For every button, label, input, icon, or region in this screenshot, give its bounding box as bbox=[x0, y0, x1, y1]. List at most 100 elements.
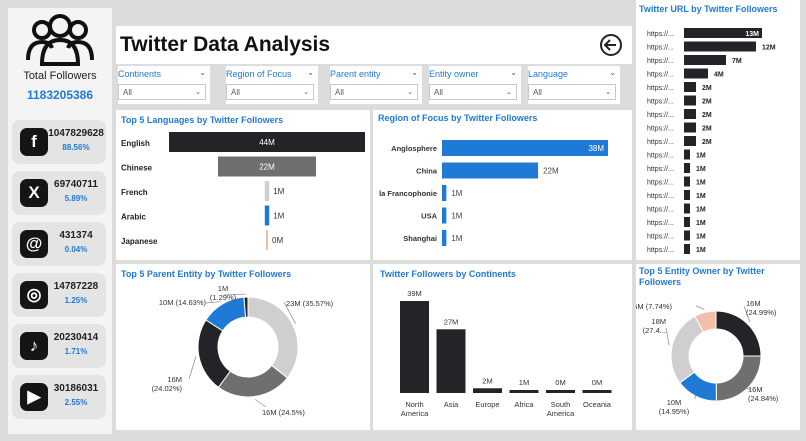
url-bar[interactable] bbox=[684, 41, 756, 52]
language-bar[interactable] bbox=[266, 230, 268, 250]
url-value-label: 4M bbox=[714, 72, 724, 79]
url-label: https://... bbox=[647, 72, 674, 79]
parent-entity-donut-chart: 23M (35.57%) 16M (24.5%) 16M (24.02%) 10M (1… bbox=[152, 284, 334, 417]
url-bar[interactable] bbox=[684, 136, 696, 146]
filter-label: Language bbox=[528, 69, 569, 79]
chevron-down-icon[interactable]: ⌄ bbox=[411, 68, 418, 77]
url-value-label: 2M bbox=[702, 139, 712, 146]
platform-followers-value: 30186031 bbox=[53, 383, 99, 394]
continent-value-label: 1M bbox=[519, 378, 529, 387]
url-value-label: 1M bbox=[696, 220, 706, 227]
url-bar[interactable] bbox=[684, 244, 690, 254]
platform-followers-value: 69740711 bbox=[54, 179, 98, 190]
url-bar[interactable] bbox=[684, 55, 726, 65]
language-value-label: 44M bbox=[259, 138, 275, 147]
filter-value: All bbox=[231, 88, 240, 97]
url-bar[interactable] bbox=[684, 163, 690, 173]
language-value-label: 22M bbox=[259, 163, 275, 172]
language-label: Japanese bbox=[121, 237, 158, 246]
donut-leader-line bbox=[745, 387, 751, 391]
region-bar[interactable] bbox=[442, 230, 447, 246]
url-bar[interactable] bbox=[684, 109, 696, 119]
continent-label: Oceania bbox=[583, 400, 612, 409]
filter-dropdown[interactable]: All ⌄ bbox=[226, 84, 314, 100]
language-bar[interactable] bbox=[169, 132, 365, 152]
languages-bar-chart: English 44M Chinese 22M French 1M Arabic 1M Japa… bbox=[121, 132, 365, 250]
url-label: https://... bbox=[647, 220, 674, 227]
filter-dropdown[interactable]: All ⌄ bbox=[330, 84, 418, 100]
region-bar[interactable] bbox=[442, 207, 447, 224]
url-bar[interactable] bbox=[684, 95, 696, 106]
owner-chart-title: Top 5 Entity Owner by Twitter Followers bbox=[639, 266, 765, 287]
donut-slice[interactable] bbox=[715, 310, 762, 357]
continent-bar[interactable] bbox=[400, 301, 429, 393]
region-value-label: 1M bbox=[451, 212, 462, 221]
url-bar[interactable] bbox=[684, 203, 690, 214]
url-value-label: 2M bbox=[702, 99, 712, 106]
donut-value-label: 10M (14.63%) bbox=[159, 298, 207, 307]
region-bar[interactable] bbox=[442, 140, 608, 156]
url-value-label: 1M bbox=[696, 193, 706, 200]
url-bar[interactable] bbox=[684, 82, 696, 92]
filter-dropdown[interactable]: All ⌄ bbox=[118, 84, 206, 100]
filter-dropdown[interactable]: All ⌄ bbox=[528, 84, 616, 100]
url-bar[interactable] bbox=[684, 176, 690, 187]
threads-icon: @ bbox=[20, 230, 48, 258]
url-value-label: 13M bbox=[745, 31, 759, 38]
url-label: https://... bbox=[647, 153, 674, 160]
donut-leader-line bbox=[694, 394, 697, 400]
donut-slice[interactable] bbox=[243, 296, 249, 318]
filter-slicer-parent-entity[interactable]: Parent entity ⌄ All ⌄ bbox=[330, 66, 422, 104]
donut-leader-line bbox=[695, 305, 705, 310]
chevron-down-icon[interactable]: ⌄ bbox=[199, 68, 206, 77]
donut-slice[interactable] bbox=[670, 315, 705, 384]
youtube-icon: ▶ bbox=[20, 383, 48, 411]
region-value-label: 38M bbox=[588, 144, 604, 153]
platform-followers-percent: 1.71% bbox=[64, 347, 88, 356]
continent-bar[interactable] bbox=[473, 388, 502, 393]
continent-bar[interactable] bbox=[582, 390, 612, 393]
url-bar[interactable] bbox=[684, 217, 690, 227]
chevron-down-icon[interactable]: ⌄ bbox=[307, 68, 314, 77]
filter-value: All bbox=[123, 88, 132, 97]
url-bar[interactable] bbox=[684, 149, 690, 160]
chevron-down-icon[interactable]: ⌄ bbox=[609, 68, 616, 77]
back-arrow-icon[interactable] bbox=[599, 33, 623, 57]
donut-leader-line bbox=[223, 293, 246, 296]
continent-bar[interactable] bbox=[436, 329, 466, 393]
filter-slicer-continents[interactable]: Continents ⌄ All ⌄ bbox=[118, 66, 210, 104]
url-bar[interactable] bbox=[684, 68, 708, 79]
url-bar-chart: https://... 13M https://... 12M https://... 7… bbox=[647, 28, 776, 254]
url-bar[interactable] bbox=[684, 122, 696, 133]
continent-value-label: 2M bbox=[482, 376, 492, 385]
filter-slicer-region-of-focus[interactable]: Region of Focus ⌄ All ⌄ bbox=[226, 66, 318, 104]
region-label: China bbox=[416, 167, 438, 176]
url-bar[interactable] bbox=[684, 190, 690, 200]
donut-slice[interactable] bbox=[247, 296, 299, 379]
chevron-down-icon[interactable]: ⌄ bbox=[510, 68, 517, 77]
region-bar[interactable] bbox=[442, 162, 539, 179]
language-bar[interactable] bbox=[264, 205, 270, 226]
filter-dropdown[interactable]: All ⌄ bbox=[429, 84, 517, 100]
continent-bar[interactable] bbox=[509, 390, 539, 393]
platform-card: ◎ 14787228 1.25% bbox=[12, 273, 106, 317]
instagram-icon: ◎ bbox=[20, 281, 48, 309]
donut-slice[interactable] bbox=[694, 310, 717, 333]
url-bar[interactable] bbox=[684, 230, 690, 241]
language-value-label: 1M bbox=[273, 212, 284, 221]
filter-slicer-entity-owner[interactable]: Entity owner ⌄ All ⌄ bbox=[429, 66, 521, 104]
donut-value-label: 1M (1.29%) bbox=[210, 284, 237, 302]
x-twitter-icon: X bbox=[20, 179, 48, 207]
language-label: Chinese bbox=[121, 164, 153, 173]
continent-label: North America bbox=[401, 400, 429, 418]
url-value-label: 2M bbox=[702, 85, 712, 92]
url-bar[interactable] bbox=[684, 28, 762, 38]
language-bar[interactable] bbox=[218, 156, 316, 177]
region-bar[interactable] bbox=[442, 185, 447, 201]
language-bar[interactable] bbox=[264, 181, 270, 201]
continent-bar[interactable] bbox=[546, 390, 575, 393]
language-value-label: 0M bbox=[272, 236, 283, 245]
filter-slicer-language[interactable]: Language ⌄ All ⌄ bbox=[528, 66, 620, 104]
donut-slice[interactable] bbox=[197, 319, 231, 389]
url-chart-card: Twitter URL by Twitter Followers https:/… bbox=[636, 0, 800, 260]
